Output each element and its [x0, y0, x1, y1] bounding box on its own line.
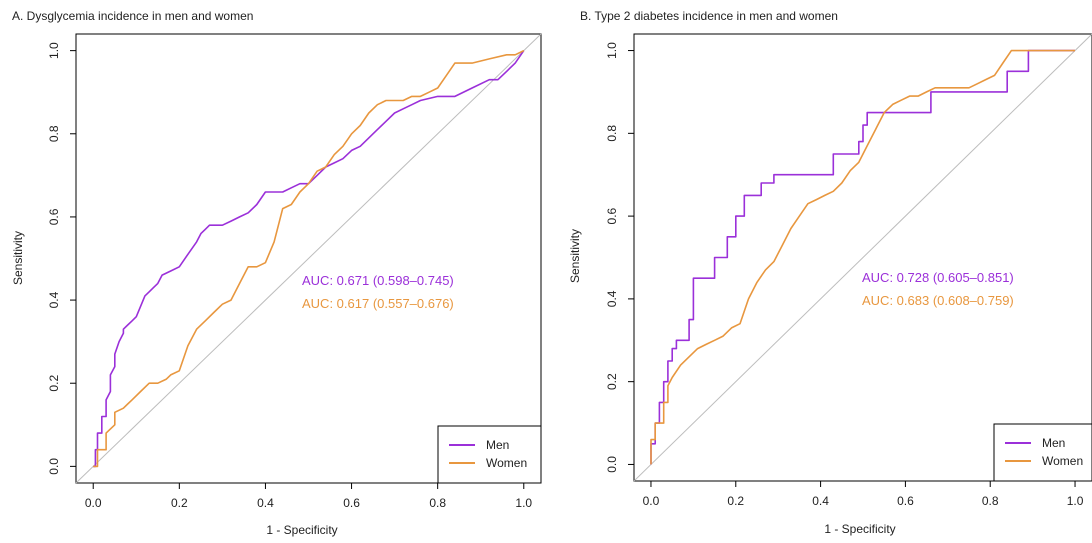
y-tick-label: 0.6	[605, 207, 619, 224]
x-axis-label: 1 - Specificity	[824, 522, 895, 536]
auc-annotation-women: AUC: 0.617 (0.557–0.676)	[302, 296, 454, 311]
y-tick-label: 1.0	[605, 42, 619, 59]
x-tick-label: 0.0	[643, 494, 660, 508]
y-tick-label: 0.6	[47, 208, 61, 225]
x-tick-label: 0.4	[812, 494, 829, 508]
chart-title: B. Type 2 diabetes incidence in men and …	[580, 9, 838, 23]
x-tick-label: 0.8	[429, 496, 446, 510]
x-tick-label: 1.0	[515, 496, 532, 510]
x-axis-label: 1 - Specificity	[266, 523, 337, 537]
x-tick-label: 0.2	[171, 496, 188, 510]
plot-frame	[633, 33, 1092, 482]
panel-b: B. Type 2 diabetes incidence in men and …	[568, 9, 1092, 536]
x-tick-label: 0.6	[897, 494, 914, 508]
auc-annotation-men: AUC: 0.671 (0.598–0.745)	[302, 273, 454, 288]
x-tick-label: 0.2	[727, 494, 744, 508]
y-tick-label: 1.0	[47, 42, 61, 59]
chart-title: A. Dysglycemia incidence in men and wome…	[12, 9, 253, 23]
reference-diagonal	[633, 33, 1092, 482]
roc-line-men	[93, 50, 525, 468]
y-tick-label: 0.4	[47, 291, 61, 308]
y-tick-label: 0.2	[47, 375, 61, 392]
x-tick-label: 0.8	[982, 494, 999, 508]
x-tick-label: 0.4	[257, 496, 274, 510]
y-axis-label: Sensitivity	[568, 229, 582, 283]
legend-label-women: Women	[1042, 454, 1083, 468]
legend-box	[437, 425, 542, 484]
x-tick-label: 1.0	[1067, 494, 1084, 508]
legend: Men Women	[993, 423, 1092, 482]
legend-box	[993, 423, 1092, 482]
roc-line-women	[650, 49, 1075, 465]
reference-diagonal	[75, 33, 542, 484]
roc-line-women	[93, 49, 525, 468]
x-tick-label: 0.0	[85, 496, 102, 510]
y-tick-label: 0.2	[605, 373, 619, 390]
y-tick-label: 0.8	[47, 125, 61, 142]
plot-frame	[75, 33, 542, 484]
auc-annotation-men: AUC: 0.728 (0.605–0.851)	[862, 270, 1014, 285]
roc-line-men	[650, 49, 1075, 465]
y-tick-label: 0.4	[605, 290, 619, 307]
y-tick-label: 0.8	[605, 125, 619, 142]
legend-label-men: Men	[1042, 436, 1065, 450]
y-tick-label: 0.0	[605, 456, 619, 473]
x-tick-label: 0.6	[343, 496, 360, 510]
legend-label-men: Men	[486, 438, 509, 452]
panel-a: A. Dysglycemia incidence in men and wome…	[11, 9, 542, 537]
legend-label-women: Women	[486, 456, 527, 470]
auc-annotation-women: AUC: 0.683 (0.608–0.759)	[862, 293, 1014, 308]
legend: Men Women	[437, 425, 542, 484]
y-axis-label: Sensitivity	[11, 231, 25, 285]
y-tick-label: 0.0	[47, 458, 61, 475]
